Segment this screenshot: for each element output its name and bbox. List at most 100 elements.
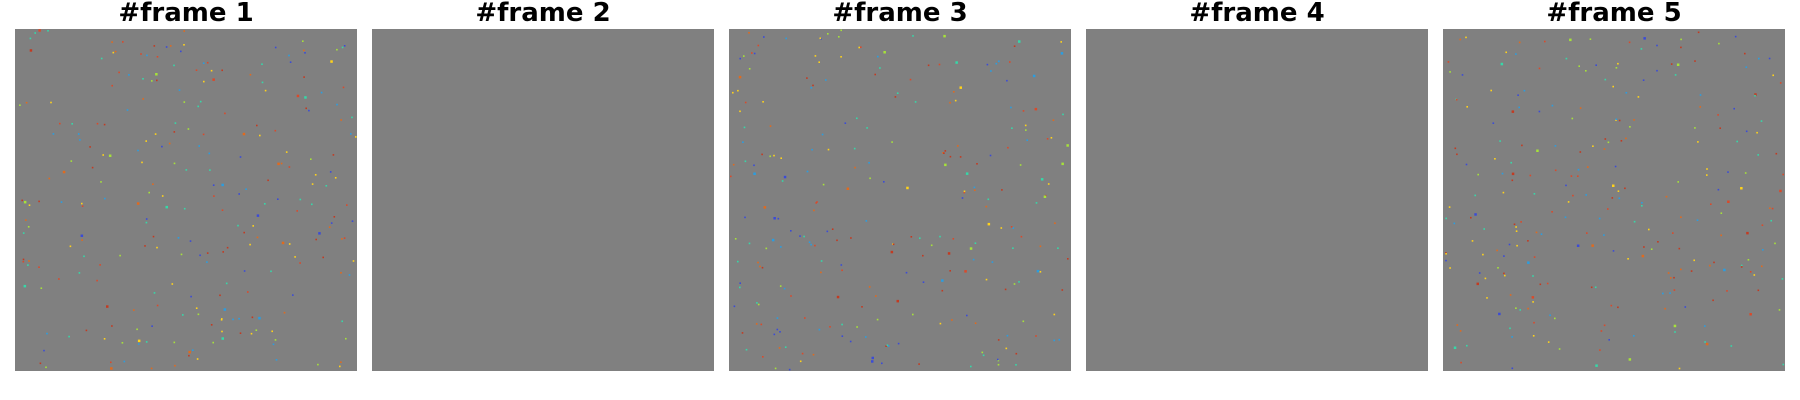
speckle [881,362,883,365]
speckle [1604,138,1607,140]
speckle [52,133,55,135]
speckle [173,162,176,165]
speckle [865,336,867,338]
speckle [111,325,113,327]
speckle [1633,220,1636,223]
speckle [951,319,953,321]
speckle [744,216,746,219]
speckle [1779,189,1782,193]
speckle [1673,289,1676,291]
speckle [171,283,174,285]
frame-background [1086,29,1428,371]
speckle [755,323,758,325]
speckle [1628,358,1632,361]
speckle [963,190,966,193]
speckle [1533,321,1535,324]
speckle [769,155,771,158]
speckle [997,363,1000,366]
frame-image [729,29,1071,371]
speckle [1769,207,1771,209]
frame-image [15,29,357,371]
speckle [1665,195,1668,198]
speckle [1746,231,1749,235]
speckle [1466,344,1468,347]
speckle [333,216,336,218]
speckle [836,295,840,299]
speckle [1612,184,1615,187]
speckle [352,260,355,262]
speckle [776,328,779,331]
speckle [1013,45,1016,47]
speckle [1608,339,1610,341]
speckle [22,232,25,234]
speckle [957,145,959,147]
speckle [1760,120,1763,122]
speckle [303,76,305,78]
speckle [182,314,184,316]
speckle [1677,181,1679,183]
speckle [1061,162,1064,166]
speckle [949,155,952,158]
speckle [1523,89,1526,92]
speckle [45,366,47,369]
speckle [742,141,744,143]
speckle [1670,63,1673,65]
speckle [1680,46,1682,49]
speckle [1599,349,1601,351]
speckle [922,281,925,283]
speckle [22,258,25,261]
speckle [1532,275,1534,277]
speckle [744,160,747,163]
speckle [1026,139,1028,141]
speckle [243,231,245,234]
speckle [1570,175,1573,177]
frame-background [1443,29,1785,371]
speckle [261,63,263,65]
speckle [209,169,211,171]
speckle [762,356,764,358]
speckle [891,141,893,143]
speckle [806,170,809,173]
speckle [1757,289,1760,292]
speckle [1754,94,1756,97]
speckle [961,197,964,199]
speckle [803,235,805,238]
speckle [985,278,988,281]
speckle [1699,106,1701,108]
speckle [180,50,182,53]
speckle [22,260,25,263]
speckle [1733,107,1735,110]
speckle [799,235,801,237]
speckle [765,247,768,250]
speckle [189,240,192,242]
speckle [330,222,333,224]
speckle [58,278,60,280]
speckle [27,226,30,228]
speckle [219,294,221,297]
speckle [1604,78,1607,81]
speckle [939,322,942,325]
speckle [952,238,955,240]
speckle [274,46,277,49]
speckle [222,251,224,253]
speckle [1490,89,1492,92]
speckle [332,154,335,156]
speckle [27,264,29,266]
speckle [304,52,306,54]
speckle [174,122,177,124]
speckle [151,80,153,82]
speckle [959,86,962,89]
speckle [310,158,312,160]
speckle [760,323,763,326]
speckle [1043,195,1047,198]
speckle [1476,282,1479,286]
speckle [1717,114,1719,116]
speckle [1618,197,1621,200]
speckle [80,234,84,237]
speckle [1513,223,1516,226]
speckle [38,29,41,32]
speckle [1641,254,1645,258]
speckle [1625,137,1627,140]
speckle [151,325,153,327]
speckle [1461,74,1464,76]
